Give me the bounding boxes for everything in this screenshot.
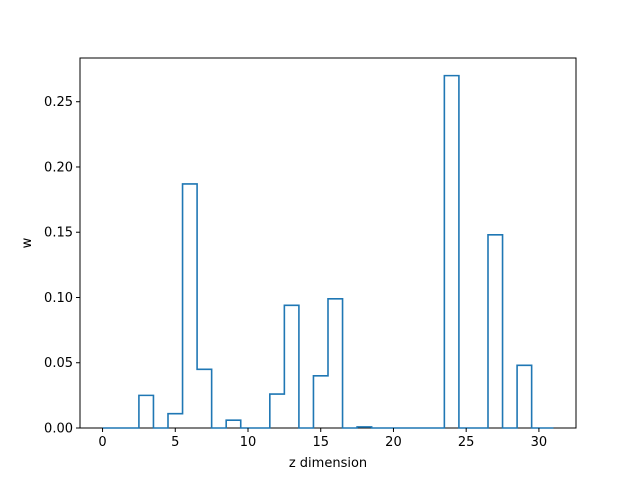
x-tick-label: 5 xyxy=(171,435,179,450)
x-tick-label: 10 xyxy=(240,435,257,450)
y-tick-label: 0.00 xyxy=(44,422,73,437)
x-tick-label: 30 xyxy=(531,435,548,450)
plot-area xyxy=(102,74,554,429)
y-axis-label: w xyxy=(20,237,35,248)
axes-frame xyxy=(79,57,577,429)
x-tick-label: 0 xyxy=(98,435,106,450)
series-step-line xyxy=(102,74,554,429)
y-tick-label: 0.05 xyxy=(44,356,73,371)
x-tick-label: 25 xyxy=(458,435,475,450)
x-tick-label: 15 xyxy=(312,435,329,450)
x-axis-label: z dimension xyxy=(289,456,367,471)
y-tick-label: 0.15 xyxy=(44,226,73,241)
y-tick-label: 0.10 xyxy=(44,291,73,306)
y-tick-label: 0.25 xyxy=(44,95,73,110)
y-tick-label: 0.20 xyxy=(44,160,73,175)
y-axis-ticks: 0.00 0.05 0.10 0.15 0.20 0.25 xyxy=(44,95,80,437)
x-tick-label: 20 xyxy=(385,435,402,450)
x-axis-ticks: 0 5 10 15 20 25 30 xyxy=(98,428,547,450)
